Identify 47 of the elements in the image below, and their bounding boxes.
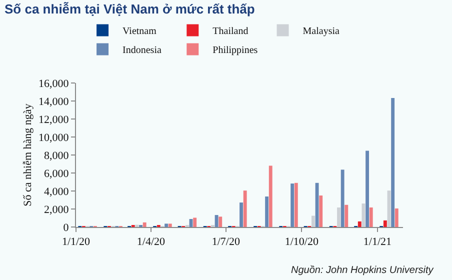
x-tick-label: 1/10/20 [284, 236, 319, 248]
bar [391, 98, 395, 227]
bar [366, 150, 370, 227]
bar [265, 196, 269, 227]
bar [164, 224, 168, 227]
text: Nguồn: John Hopkins University [291, 265, 434, 276]
y-tick-label: 14,000 [38, 96, 70, 108]
x-tick-label: 1/1/20 [62, 236, 91, 248]
x-tick-label: 1/7/20 [212, 236, 240, 248]
bar [142, 222, 146, 227]
bar [340, 170, 344, 227]
bar [240, 202, 243, 227]
y-tick-label: 8,000 [44, 150, 70, 162]
x-tick-label: 1/4/20 [136, 236, 166, 248]
bar [218, 216, 222, 227]
y-tick-label: 0 [63, 222, 70, 234]
y-axis-title: Số ca nhiễm hàng ngày [22, 103, 34, 206]
bar [268, 166, 272, 227]
chart-title: Số ca nhiễm tại Việt Nam ở mức rất thấp [4, 1, 255, 16]
legend-label: Philippines [212, 45, 258, 56]
bar [243, 190, 247, 227]
bar [394, 208, 398, 227]
y-tick-label: 6,000 [44, 168, 70, 180]
bar [290, 184, 294, 227]
bar [358, 221, 362, 227]
bar [319, 196, 323, 227]
bar [337, 207, 340, 227]
y-tick-label: 2,000 [44, 204, 70, 216]
bar [312, 216, 315, 227]
x-tick-label: 1/1/21 [363, 236, 392, 248]
y-tick-label: 10,000 [38, 132, 70, 144]
legend-label: Indonesia [122, 45, 162, 56]
legend-label: Malaysia [302, 26, 340, 38]
legend-label: Thailand [212, 26, 248, 38]
bar [315, 182, 319, 227]
y-tick-label: 4,000 [44, 186, 70, 198]
bar [383, 220, 387, 227]
bar [362, 204, 366, 227]
bar [214, 215, 218, 227]
bar [344, 204, 348, 227]
bar [294, 182, 298, 227]
bar [369, 207, 373, 227]
bar [193, 218, 197, 227]
y-tick-label: 12,000 [38, 114, 70, 126]
y-tick-label: 16,000 [38, 78, 70, 90]
legend-label: Vietnam [122, 26, 157, 38]
bar [168, 224, 172, 227]
